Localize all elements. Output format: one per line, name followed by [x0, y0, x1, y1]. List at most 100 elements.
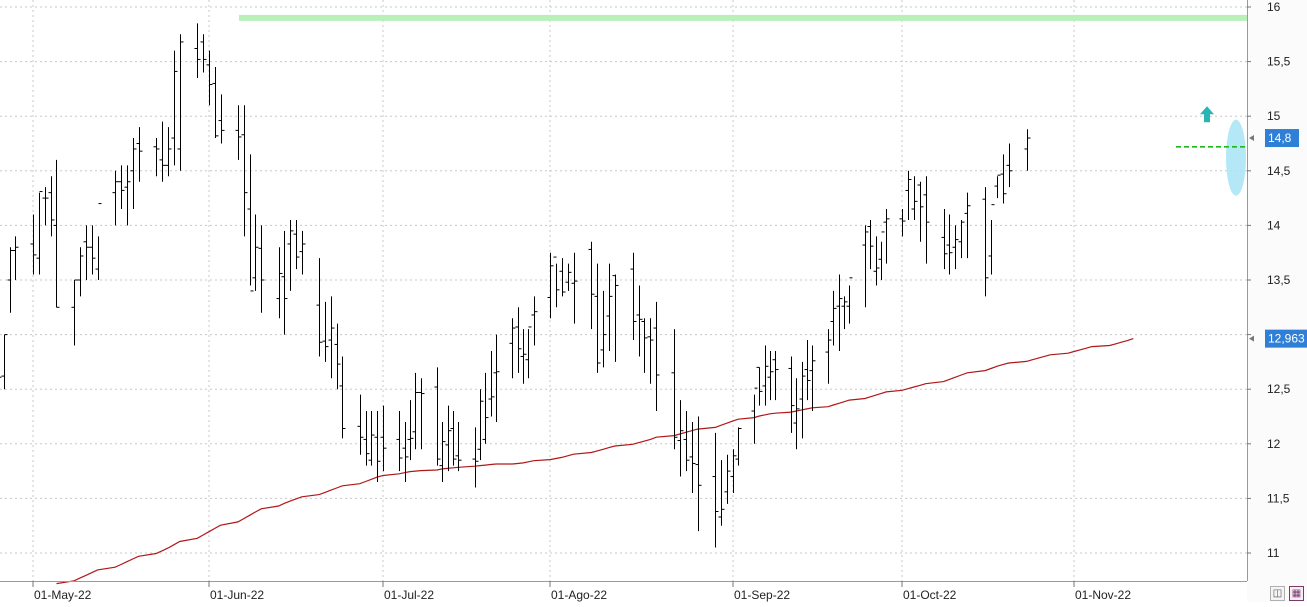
ohlc-bar: [883, 209, 890, 264]
breakout-highlight: [1226, 119, 1246, 196]
ohlc-bar: [0, 376, 2, 378]
ohlc-bar: [482, 372, 489, 444]
ohlc-bar: [846, 277, 853, 324]
ohlc-bar: [677, 400, 684, 477]
ohlc-bar: [89, 225, 96, 275]
ohlc-bar: [531, 296, 538, 346]
ohlc-bar: [218, 94, 225, 144]
ohlc-bar: [316, 258, 323, 357]
ohlc-bar: [941, 209, 948, 270]
y-tick-label: 12: [1267, 437, 1281, 451]
ohlc-bar: [493, 334, 500, 422]
ohlc-bar: [439, 421, 446, 483]
moving-average-line: [56, 338, 1134, 585]
ohlc-bar: [825, 329, 832, 384]
ohlc-bar: [77, 247, 84, 297]
ohlc-bar: [878, 231, 885, 280]
ohlc-bar: [671, 329, 678, 450]
ohlc-bar: [42, 187, 49, 226]
y-axis-panel: [1247, 0, 1307, 602]
ohlc-bar: [258, 225, 265, 313]
ohlc-bar: [200, 34, 207, 73]
ohlc-bar: [1006, 143, 1013, 188]
ohlc-bar: [509, 318, 516, 379]
ohlc-bar: [917, 181, 924, 242]
ohlc-bar: [799, 361, 806, 439]
ohlc-bar: [830, 290, 837, 346]
ohlc-bar: [53, 159, 60, 308]
ohlc-bars: [0, 23, 1031, 548]
ohlc-bar: [293, 219, 300, 270]
ohlc-bar: [322, 301, 329, 362]
ohlc-bar: [488, 350, 495, 417]
ohlc-bar: [836, 274, 843, 351]
ohlc-bar: [594, 263, 601, 373]
ohlc-bar: [165, 127, 172, 177]
ohlc-bar: [559, 258, 566, 297]
ohlc-bar: [756, 366, 763, 406]
ohlc-bar: [862, 225, 869, 308]
ohlc-bar: [641, 318, 648, 373]
ohlc-bar: [735, 427, 742, 466]
ohlc-bar: [600, 290, 607, 368]
ohlc-bar: [946, 214, 953, 275]
ohlc-bar: [630, 252, 637, 341]
ohlc-bar: [1000, 154, 1007, 204]
ohlc-bar: [553, 256, 560, 308]
ohlc-bar: [841, 296, 848, 330]
ohlc-bar: [588, 241, 595, 330]
ohlc-bar: [689, 421, 696, 493]
ohlc-bar: [472, 427, 479, 488]
ohlc-bar: [606, 263, 613, 351]
ohlc-bar: [994, 174, 1001, 199]
ohlc-bar: [124, 165, 131, 226]
ohlc-bar: [525, 326, 532, 379]
y-tick-label: 12,5: [1267, 382, 1291, 396]
ohlc-bar: [287, 219, 294, 291]
ohlc-bar: [695, 416, 702, 532]
ohlc-bar: [982, 187, 989, 297]
ohlc-bar: [730, 449, 737, 493]
ohlc-bar: [95, 203, 102, 280]
ohlc-bar: [339, 356, 346, 439]
ohlc-bar: [520, 329, 527, 384]
ohlc-bar: [988, 204, 995, 275]
ohlc-bar: [407, 400, 414, 461]
ohlc-bar: [177, 34, 184, 171]
y-tick-label: 11: [1267, 546, 1280, 560]
ohlc-bar: [159, 121, 166, 182]
ohlc-bar: [964, 192, 971, 259]
ohlc-bar: [958, 219, 965, 259]
ohlc-bar: [788, 356, 795, 433]
moving-average-label: 12,963: [1268, 332, 1305, 346]
y-tick-label: 15,5: [1267, 55, 1291, 69]
ohlc-bar: [118, 165, 125, 210]
y-tick-label: 15: [1267, 109, 1281, 123]
save-icon[interactable]: ▦: [1289, 586, 1304, 601]
ohlc-bar: [281, 230, 288, 335]
ohlc-bar: [751, 387, 758, 444]
ohlc-bar: [905, 170, 912, 220]
x-tick-label: 01-Oct-22: [903, 588, 957, 602]
ohlc-bar: [363, 411, 370, 466]
ohlc-bar: [515, 307, 522, 373]
ohlc-bar: [445, 405, 452, 472]
ohlc-bar: [718, 460, 725, 526]
ohlc-bar: [368, 411, 375, 466]
ohlc-bar: [380, 405, 387, 472]
moving-average-label-box: [1265, 329, 1307, 348]
ohlc-bar: [767, 350, 774, 401]
ohlc-bar: [418, 378, 425, 450]
ohlc-bar: [762, 345, 769, 406]
ohlc-bar: [952, 225, 959, 270]
ohlc-bar: [171, 50, 178, 166]
last-price-label-pointer: [1249, 135, 1254, 142]
ohlc-bar: [455, 421, 462, 472]
ohlc-bar: [206, 50, 213, 106]
ohlc-bar: [30, 214, 37, 275]
ohlc-bar: [772, 350, 779, 401]
ohlc-bar: [547, 252, 554, 319]
chart-options-icon[interactable]: ◫: [1270, 586, 1285, 601]
